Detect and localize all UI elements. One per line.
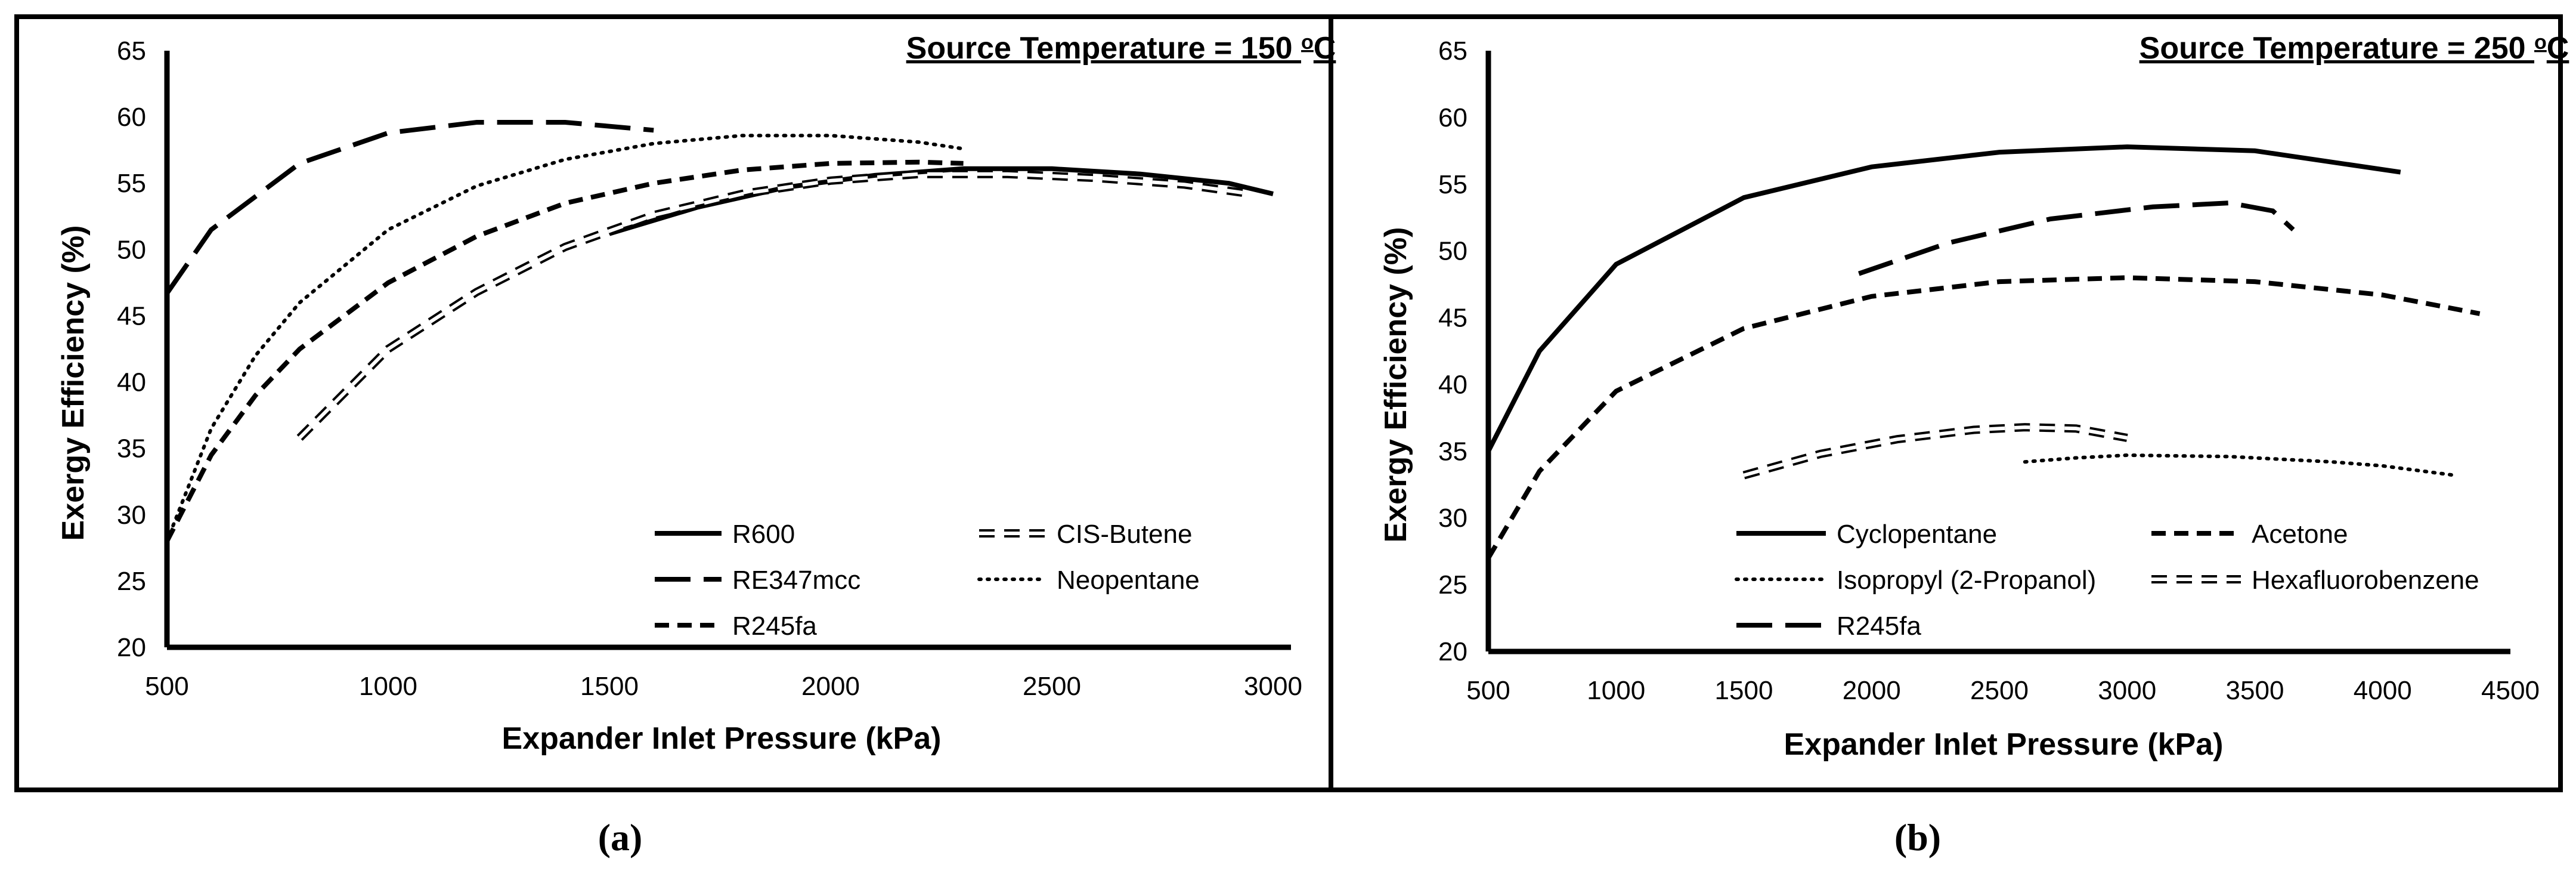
panel-b-y-tick-35: 35 bbox=[1438, 437, 1467, 466]
panel-b-series-hexafluorobenzene bbox=[1742, 423, 2128, 480]
chart-panel-a: 20 25 30 35 40 45 50 55 60 65 500 1000 1500 2000 2500… bbox=[56, 31, 1336, 756]
panel-b-x-tick-2000: 2000 bbox=[1843, 676, 1901, 705]
panel-a-legend: R600 CIS-Butene RE347mcc Neopentane R245fa bbox=[655, 520, 1200, 641]
panel-b-y-tick-30: 30 bbox=[1438, 504, 1467, 533]
panel-b-x-tick-500: 500 bbox=[1466, 676, 1510, 705]
panel-b-x-tick-1000: 1000 bbox=[1587, 676, 1645, 705]
panel-b-y-tick-50: 50 bbox=[1438, 237, 1467, 266]
panel-a-x-tick-2000: 2000 bbox=[801, 672, 860, 701]
panel-a-x-axis-title: Expander Inlet Pressure (kPa) bbox=[502, 721, 942, 756]
panel-b-y-tick-55: 55 bbox=[1438, 170, 1467, 199]
panel-a-title: Source Temperature = 150 oC bbox=[906, 31, 1336, 66]
panel-b-y-tick-20: 20 bbox=[1438, 637, 1467, 666]
panel-b-y-tick-60: 60 bbox=[1438, 103, 1467, 132]
panel-a-y-tick-65: 65 bbox=[117, 36, 146, 66]
panel-b-series-acetone bbox=[1486, 275, 2481, 560]
panel-a-caption: (a) bbox=[598, 816, 643, 858]
panel-a-y-axis-title: Exergy Efficiency (%) bbox=[56, 226, 91, 541]
panel-a-y-tick-60: 60 bbox=[117, 103, 146, 132]
panel-b-y-tick-45: 45 bbox=[1438, 304, 1467, 333]
panel-b-title: Source Temperature = 250 oC bbox=[2140, 31, 2569, 66]
panel-a-y-tick-55: 55 bbox=[117, 169, 146, 198]
panel-b-x-axis-title: Expander Inlet Pressure (kPa) bbox=[1784, 727, 2224, 762]
panel-b-series-isopropyl-2-propanol bbox=[2023, 453, 2456, 477]
panel-a-y-tick-30: 30 bbox=[117, 501, 146, 530]
panel-a-legend-r245fa-label: R245fa bbox=[732, 612, 817, 641]
panel-b-frame bbox=[1329, 14, 2563, 792]
panel-b-series-r245fa bbox=[1858, 200, 2295, 276]
panel-a-y-tick-20: 20 bbox=[117, 633, 146, 662]
panel-a-series-cis-butene bbox=[296, 169, 1252, 441]
panel-a-frame bbox=[14, 14, 1333, 792]
panel-a-x-tick-1500: 1500 bbox=[580, 672, 639, 701]
panel-b-legend-hexafluorobenzene-label: Hexafluorobenzene bbox=[2252, 566, 2479, 595]
panel-a-x-tick-500: 500 bbox=[145, 672, 188, 701]
panel-b-series-cyclopentane bbox=[1486, 144, 2401, 453]
panel-a-series-neopentane bbox=[165, 134, 965, 543]
panel-a-x-tick-1000: 1000 bbox=[359, 672, 417, 701]
panel-a-y-tick-45: 45 bbox=[117, 301, 146, 331]
panel-b-legend-r245fa-label: R245fa bbox=[1837, 612, 1921, 641]
panel-b-x-tick-2500: 2500 bbox=[1970, 676, 2029, 705]
panel-a-axes bbox=[164, 51, 1291, 650]
panel-a-y-tick-35: 35 bbox=[117, 434, 146, 464]
panel-b-x-tick-4000: 4000 bbox=[2354, 676, 2412, 705]
panel-a-series-r600 bbox=[608, 166, 1274, 236]
panel-a-legend-cis-butene-label: CIS-Butene bbox=[1057, 520, 1192, 549]
panel-a-series-re347mcc bbox=[165, 120, 654, 295]
panel-b-legend-acetone-label: Acetone bbox=[2252, 520, 2348, 549]
panel-a-legend-neopentane-label: Neopentane bbox=[1057, 566, 1200, 595]
panel-b-x-tick-3500: 3500 bbox=[2226, 676, 2284, 705]
panel-a-series-r245fa bbox=[165, 159, 964, 543]
panel-b-x-tick-1500: 1500 bbox=[1715, 676, 1773, 705]
panel-a-y-tick-25: 25 bbox=[117, 567, 146, 596]
panel-b-y-tick-25: 25 bbox=[1438, 570, 1467, 600]
panel-b-x-tick-4500: 4500 bbox=[2481, 676, 2540, 705]
panel-b-series-hexafluorobenzene-inner bbox=[1743, 425, 2128, 477]
panel-a-legend-r600-label: R600 bbox=[732, 520, 795, 549]
panel-b-legend-cyclopentane-label: Cyclopentane bbox=[1837, 520, 1997, 549]
panel-a-y-tick-40: 40 bbox=[117, 368, 146, 397]
panel-b-x-tick-3000: 3000 bbox=[2098, 676, 2156, 705]
panel-b-legend: Cyclopentane Acetone Isopropyl (2-Propanol… bbox=[1735, 520, 2479, 641]
panel-a-x-tick-3000: 3000 bbox=[1244, 672, 1302, 701]
panel-b-y-axis-title: Exergy Efficiency (%) bbox=[1379, 227, 1413, 543]
panel-b-y-tick-65: 65 bbox=[1438, 36, 1467, 66]
chart-panel-b: 20 25 30 35 40 45 50 55 60 65 500 1000 1500 2000 2500… bbox=[1379, 31, 2569, 762]
panel-b-y-tick-40: 40 bbox=[1438, 370, 1467, 399]
panel-a-x-tick-2500: 2500 bbox=[1023, 672, 1081, 701]
panel-a-legend-re347mcc-label: RE347mcc bbox=[732, 566, 860, 595]
panel-b-axes bbox=[1485, 51, 2510, 654]
panel-b-caption: (b) bbox=[1894, 816, 1941, 858]
panel-a-y-tick-50: 50 bbox=[117, 235, 146, 264]
panel-a-series-cis-butene-inner bbox=[298, 172, 1252, 440]
panel-b-legend-isopropyl-2-propanol-label: Isopropyl (2-Propanol) bbox=[1837, 566, 2096, 595]
